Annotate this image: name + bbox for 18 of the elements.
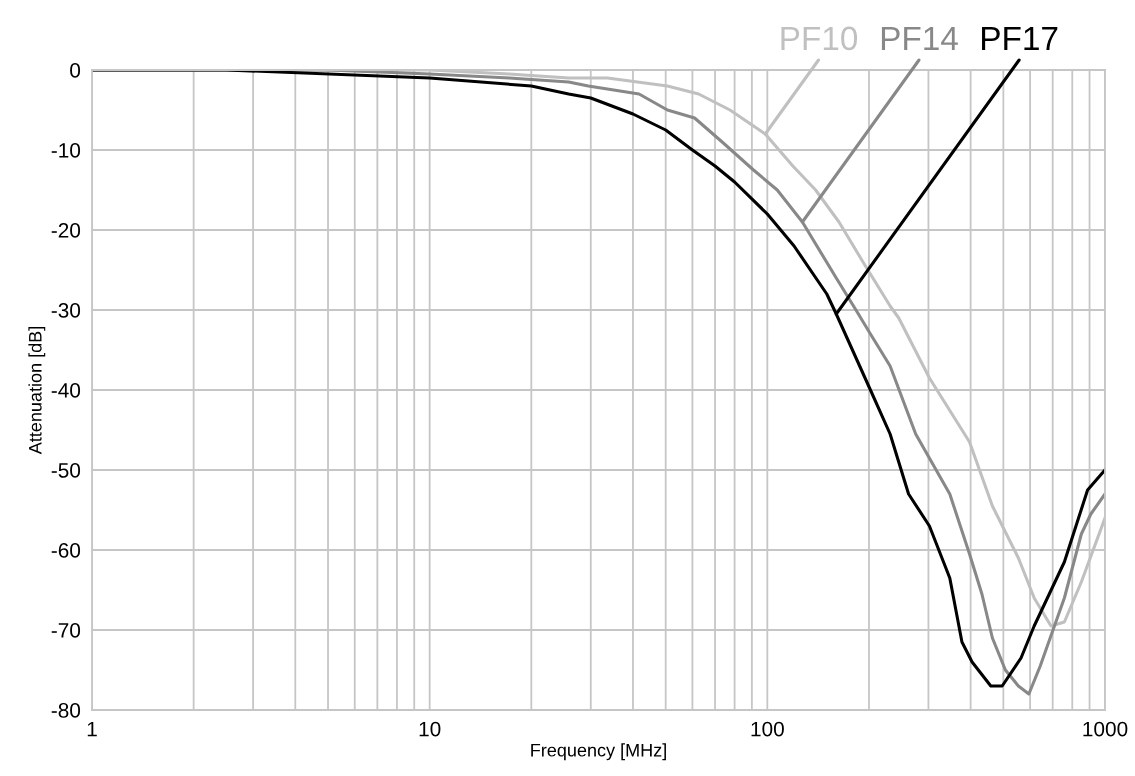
- annotation: PF14: [881, 26, 958, 50]
- y-tick-label: 0: [70, 63, 81, 78]
- y-tick-label: -30: [51, 303, 81, 318]
- annotation: PF10: [781, 26, 858, 51]
- y-tick-label: -10: [51, 143, 81, 158]
- y-tick-label: -60: [51, 543, 81, 558]
- y-tick-label: -80: [51, 703, 81, 718]
- x-tick-label: 100: [751, 721, 784, 737]
- y-tick-label: -50: [51, 463, 81, 478]
- y-tick-label: -20: [51, 223, 81, 238]
- y-tick-label: -70: [51, 623, 81, 638]
- y-tick-label: -40: [51, 383, 81, 398]
- x-tick-label: 10: [419, 721, 441, 737]
- x-axis-title: Frequency [MHz]: [531, 743, 666, 761]
- x-tick-label: 1: [87, 721, 97, 737]
- y-axis-title: Attenuation [dB]: [28, 327, 46, 455]
- x-tick-label: 1000: [1083, 721, 1128, 737]
- annotation: PF17: [982, 26, 1058, 50]
